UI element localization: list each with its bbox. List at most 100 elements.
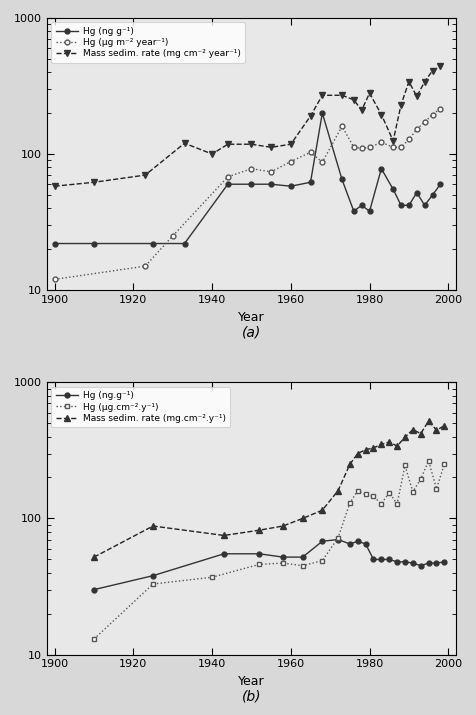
Mass sedim. rate (mg cm⁻² year⁻¹) <box>248 140 254 149</box>
Mass sedim. rate (mg cm⁻² year⁻¹) <box>378 110 384 119</box>
Hg (ng g⁻¹) <box>248 180 254 189</box>
Hg (μg.cm⁻².y⁻¹) <box>91 635 97 644</box>
Hg (ng.g⁻¹) <box>386 555 391 563</box>
Hg (μg.cm⁻².y⁻¹) <box>335 533 340 542</box>
Hg (ng.g⁻¹) <box>299 553 305 561</box>
Mass sedim. rate (mg.cm⁻².y⁻¹) <box>417 429 423 438</box>
Mass sedim. rate (mg.cm⁻².y⁻¹) <box>370 443 376 452</box>
Hg (μg m⁻² year⁻¹) <box>142 262 148 270</box>
Hg (ng.g⁻¹) <box>91 586 97 594</box>
Hg (μg.cm⁻².y⁻¹) <box>319 556 325 565</box>
Mass sedim. rate (mg.cm⁻².y⁻¹) <box>433 426 438 435</box>
Mass sedim. rate (mg cm⁻² year⁻¹) <box>52 182 58 190</box>
Mass sedim. rate (mg cm⁻² year⁻¹) <box>142 171 148 179</box>
Mass sedim. rate (mg cm⁻² year⁻¹) <box>288 140 293 149</box>
Hg (ng g⁻¹) <box>307 178 313 187</box>
Hg (μg.cm⁻².y⁻¹) <box>425 457 431 465</box>
Mass sedim. rate (mg cm⁻² year⁻¹) <box>319 91 325 99</box>
Hg (μg m⁻² year⁻¹) <box>248 164 254 173</box>
Hg (μg m⁻² year⁻¹) <box>350 143 356 152</box>
Mass sedim. rate (mg cm⁻² year⁻¹) <box>429 66 435 75</box>
Hg (μg m⁻² year⁻¹) <box>397 143 403 152</box>
Hg (μg.cm⁻².y⁻¹) <box>299 561 305 570</box>
Hg (μg m⁻² year⁻¹) <box>338 122 344 131</box>
Hg (μg.cm⁻².y⁻¹) <box>209 573 215 581</box>
Hg (μg.cm⁻².y⁻¹) <box>386 488 391 497</box>
Line: Mass sedim. rate (mg cm⁻² year⁻¹): Mass sedim. rate (mg cm⁻² year⁻¹) <box>51 64 443 189</box>
Hg (ng g⁻¹) <box>378 164 384 173</box>
Hg (ng g⁻¹) <box>405 201 411 209</box>
Hg (ng.g⁻¹) <box>417 561 423 570</box>
Hg (μg m⁻² year⁻¹) <box>366 143 372 152</box>
Hg (ng g⁻¹) <box>397 201 403 209</box>
Hg (μg m⁻² year⁻¹) <box>405 135 411 144</box>
Legend: Hg (ng g⁻¹), Hg (μg m⁻² year⁻¹), Mass sedim. rate (mg cm⁻² year⁻¹): Hg (ng g⁻¹), Hg (μg m⁻² year⁻¹), Mass se… <box>51 22 245 63</box>
Mass sedim. rate (mg cm⁻² year⁻¹) <box>358 106 364 114</box>
Hg (μg m⁻² year⁻¹) <box>169 232 175 240</box>
Hg (ng.g⁻¹) <box>433 559 438 568</box>
Hg (ng.g⁻¹) <box>362 540 367 548</box>
Mass sedim. rate (mg cm⁻² year⁻¹) <box>389 137 395 145</box>
Hg (ng g⁻¹) <box>429 191 435 199</box>
Hg (μg.cm⁻².y⁻¹) <box>279 559 285 568</box>
Hg (μg.cm⁻².y⁻¹) <box>150 580 156 588</box>
Mass sedim. rate (mg cm⁻² year⁻¹) <box>225 140 230 149</box>
Hg (ng g⁻¹) <box>52 240 58 248</box>
Hg (μg m⁻² year⁻¹) <box>319 158 325 167</box>
Mass sedim. rate (mg.cm⁻².y⁻¹) <box>279 522 285 531</box>
Hg (μg m⁻² year⁻¹) <box>436 104 442 113</box>
Mass sedim. rate (mg.cm⁻².y⁻¹) <box>441 421 446 430</box>
Mass sedim. rate (mg cm⁻² year⁻¹) <box>268 143 273 152</box>
Hg (μg m⁻² year⁻¹) <box>389 143 395 152</box>
Line: Hg (μg m⁻² year⁻¹): Hg (μg m⁻² year⁻¹) <box>52 107 442 282</box>
Hg (ng g⁻¹) <box>350 207 356 215</box>
Mass sedim. rate (mg.cm⁻².y⁻¹) <box>386 438 391 446</box>
Hg (ng.g⁻¹) <box>370 555 376 563</box>
Hg (μg.cm⁻².y⁻¹) <box>394 500 399 508</box>
Mass sedim. rate (mg cm⁻² year⁻¹) <box>397 101 403 109</box>
X-axis label: Year: Year <box>238 675 264 688</box>
Mass sedim. rate (mg.cm⁻².y⁻¹) <box>299 514 305 523</box>
Hg (ng g⁻¹) <box>319 109 325 117</box>
Hg (ng g⁻¹) <box>288 182 293 190</box>
Mass sedim. rate (mg cm⁻² year⁻¹) <box>436 62 442 71</box>
Mass sedim. rate (mg.cm⁻².y⁻¹) <box>220 531 226 540</box>
Hg (μg.cm⁻².y⁻¹) <box>362 490 367 499</box>
Hg (ng g⁻¹) <box>421 201 426 209</box>
Hg (μg.cm⁻².y⁻¹) <box>370 492 376 500</box>
Hg (μg m⁻² year⁻¹) <box>378 138 384 147</box>
Line: Mass sedim. rate (mg.cm⁻².y⁻¹): Mass sedim. rate (mg.cm⁻².y⁻¹) <box>90 418 446 561</box>
Hg (ng.g⁻¹) <box>441 558 446 566</box>
Mass sedim. rate (mg cm⁻² year⁻¹) <box>405 77 411 86</box>
Legend: Hg (ng.g⁻¹), Hg (μg.cm⁻².y⁻¹), Mass sedim. rate (mg.cm⁻².y⁻¹): Hg (ng.g⁻¹), Hg (μg.cm⁻².y⁻¹), Mass sedi… <box>51 387 230 428</box>
Mass sedim. rate (mg.cm⁻².y⁻¹) <box>346 460 352 468</box>
Hg (ng g⁻¹) <box>366 207 372 215</box>
Text: (a): (a) <box>241 325 260 340</box>
Hg (μg m⁻² year⁻¹) <box>307 148 313 157</box>
Line: Hg (ng.g⁻¹): Hg (ng.g⁻¹) <box>91 537 446 592</box>
Mass sedim. rate (mg cm⁻² year⁻¹) <box>413 92 419 101</box>
Mass sedim. rate (mg cm⁻² year⁻¹) <box>181 139 187 147</box>
Mass sedim. rate (mg.cm⁻².y⁻¹) <box>319 506 325 515</box>
Hg (ng g⁻¹) <box>150 240 156 248</box>
Mass sedim. rate (mg.cm⁻².y⁻¹) <box>401 433 407 442</box>
Hg (μg m⁻² year⁻¹) <box>429 110 435 119</box>
Hg (ng.g⁻¹) <box>150 571 156 580</box>
Hg (μg.cm⁻².y⁻¹) <box>346 498 352 507</box>
Hg (ng.g⁻¹) <box>409 559 415 568</box>
Mass sedim. rate (mg cm⁻² year⁻¹) <box>421 77 426 86</box>
Hg (μg.cm⁻².y⁻¹) <box>401 461 407 470</box>
Hg (μg m⁻² year⁻¹) <box>413 125 419 134</box>
Mass sedim. rate (mg cm⁻² year⁻¹) <box>366 89 372 97</box>
Hg (μg m⁻² year⁻¹) <box>421 118 426 127</box>
Mass sedim. rate (mg.cm⁻².y⁻¹) <box>409 425 415 434</box>
X-axis label: Year: Year <box>238 310 264 324</box>
Hg (ng.g⁻¹) <box>279 553 285 561</box>
Hg (ng.g⁻¹) <box>335 536 340 544</box>
Mass sedim. rate (mg.cm⁻².y⁻¹) <box>394 442 399 450</box>
Hg (μg m⁻² year⁻¹) <box>52 275 58 284</box>
Mass sedim. rate (mg cm⁻² year⁻¹) <box>91 178 97 187</box>
Text: (b): (b) <box>241 690 261 704</box>
Hg (ng.g⁻¹) <box>354 537 360 546</box>
Hg (ng g⁻¹) <box>389 185 395 194</box>
